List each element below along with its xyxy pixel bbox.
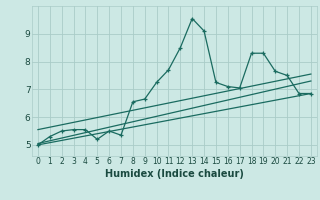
X-axis label: Humidex (Indice chaleur): Humidex (Indice chaleur) — [105, 169, 244, 179]
